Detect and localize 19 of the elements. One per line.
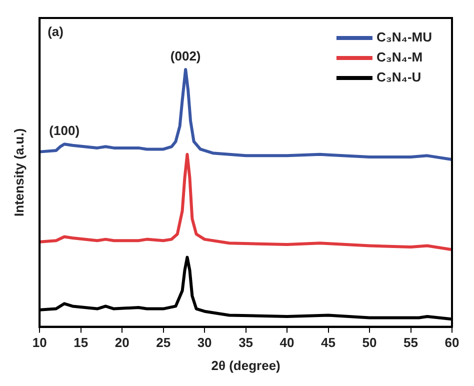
x-tick-label: 30 xyxy=(197,335,212,350)
x-axis-title: 2θ (degree) xyxy=(211,358,280,373)
legend-label: C₃N₄-U xyxy=(376,70,422,85)
x-tick-label: 50 xyxy=(362,335,377,350)
legend-label: C₃N₄-MU xyxy=(376,30,432,45)
x-tick-label: 60 xyxy=(444,335,460,350)
annotation: (002) xyxy=(170,48,201,64)
annotation: (100) xyxy=(49,123,80,138)
x-tick-label: 55 xyxy=(404,335,418,350)
y-axis-title: Intensity (a.u.) xyxy=(11,128,26,216)
x-tick-label: 20 xyxy=(114,335,130,350)
x-tick-label: 25 xyxy=(156,335,171,350)
x-tick-label: 45 xyxy=(321,335,336,350)
legend-label: C₃N₄-M xyxy=(376,50,423,65)
x-tick-label: 35 xyxy=(238,335,254,350)
x-tick-label: 40 xyxy=(280,335,294,350)
x-tick-label: 15 xyxy=(74,335,88,350)
text: (a) xyxy=(48,24,64,40)
x-tick-label: 10 xyxy=(32,335,47,350)
